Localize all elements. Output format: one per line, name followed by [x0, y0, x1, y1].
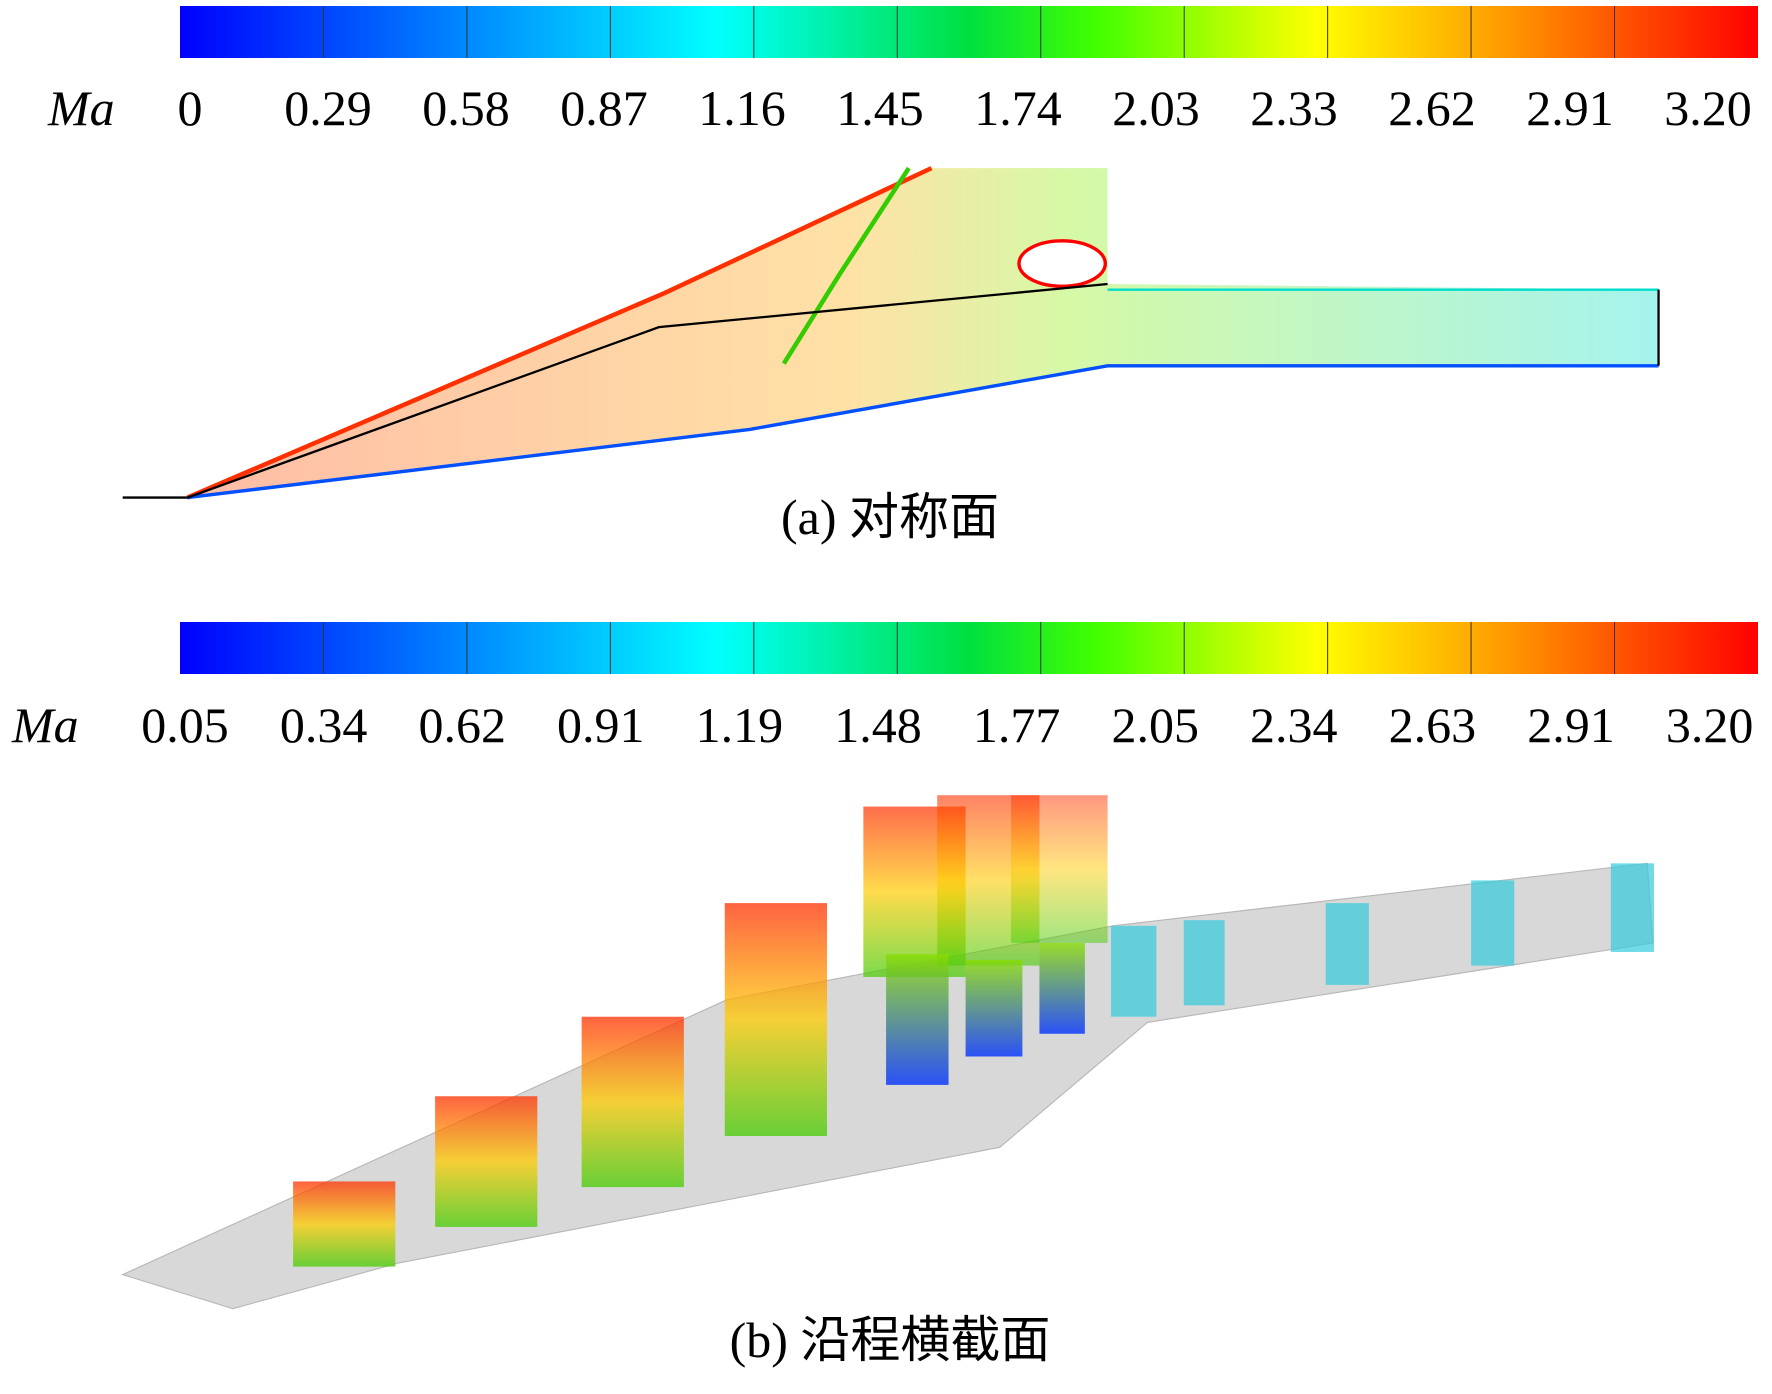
colorbar-tick-label: 0.34 — [280, 697, 368, 753]
colorbar — [180, 6, 1758, 58]
shock-line — [186, 166, 933, 500]
colorbar-tick-label: 2.33 — [1250, 80, 1338, 136]
illustrations — [121, 166, 1660, 1310]
colorbar — [180, 622, 1758, 674]
cross-section — [724, 903, 828, 1136]
colorbar-tick-label: 3.20 — [1664, 80, 1752, 136]
colorbar-tick-label: 0 — [178, 80, 203, 136]
separation-bubble — [1017, 239, 1108, 288]
cross-section — [886, 954, 949, 1085]
colorbar-tick-label: 3.20 — [1666, 697, 1754, 753]
cross-section — [435, 1096, 538, 1227]
cross-section — [1183, 920, 1225, 1006]
cross-section — [1610, 863, 1655, 952]
outline — [122, 282, 1108, 499]
panel-a: Ma 0 0.29 0.58 0.87 1.16 1.45 1.74 2.03 2.33 2.62 2… — [47, 6, 1758, 545]
colorbar-tick-label: 1.16 — [698, 80, 786, 136]
colorbar-tick-label: 1.19 — [696, 697, 784, 753]
colorbar-tick-label: 0.87 — [560, 80, 648, 136]
colorbar-tick-label: 2.03 — [1112, 80, 1200, 136]
colorbar-tick-label: 0.62 — [418, 697, 506, 753]
colorbar-tick-label: 1.48 — [834, 697, 922, 753]
colorbar-tick-label: 2.63 — [1389, 697, 1477, 753]
caption: (a) 对称面 — [781, 489, 999, 545]
cross-section — [1039, 942, 1085, 1034]
colorbar-tick-label: 1.45 — [836, 80, 924, 136]
cross-section — [965, 959, 1023, 1057]
colorbar-tick-label: 2.91 — [1527, 697, 1615, 753]
colorbar-label: Ma — [47, 80, 115, 136]
colorbar-tick-label: 2.62 — [1388, 80, 1476, 136]
wall-line — [187, 364, 1659, 500]
caption: (b) 沿程横截面 — [730, 1312, 1051, 1368]
shock-line — [781, 166, 911, 365]
flow-field — [187, 168, 1659, 498]
colorbar-label: Ma — [11, 697, 79, 753]
colorbar-tick-label: 0.05 — [141, 697, 229, 753]
colorbar-tick-label: 1.74 — [974, 80, 1062, 136]
colorbar-tick-label: 2.91 — [1526, 80, 1614, 136]
cross-section — [1471, 880, 1515, 966]
panel-b: Ma 0.05 0.34 0.62 0.91 1.19 1.48 1.77 2.05 2.34 2.… — [11, 622, 1758, 1368]
colorbar-tick-label: 0.58 — [422, 80, 510, 136]
cross-section — [1325, 903, 1369, 985]
cross-section — [293, 1181, 396, 1267]
colorbar-tick-label: 0.91 — [557, 697, 645, 753]
colorbar-tick-label: 2.05 — [1111, 697, 1199, 753]
colorbar-tick-label: 0.29 — [284, 80, 372, 136]
cross-section — [581, 1016, 684, 1188]
colorbar-tick-label: 1.77 — [973, 697, 1061, 753]
cross-section — [1011, 795, 1108, 943]
colorbar-tick-label: 2.34 — [1250, 697, 1338, 753]
cross-section — [1111, 925, 1157, 1017]
